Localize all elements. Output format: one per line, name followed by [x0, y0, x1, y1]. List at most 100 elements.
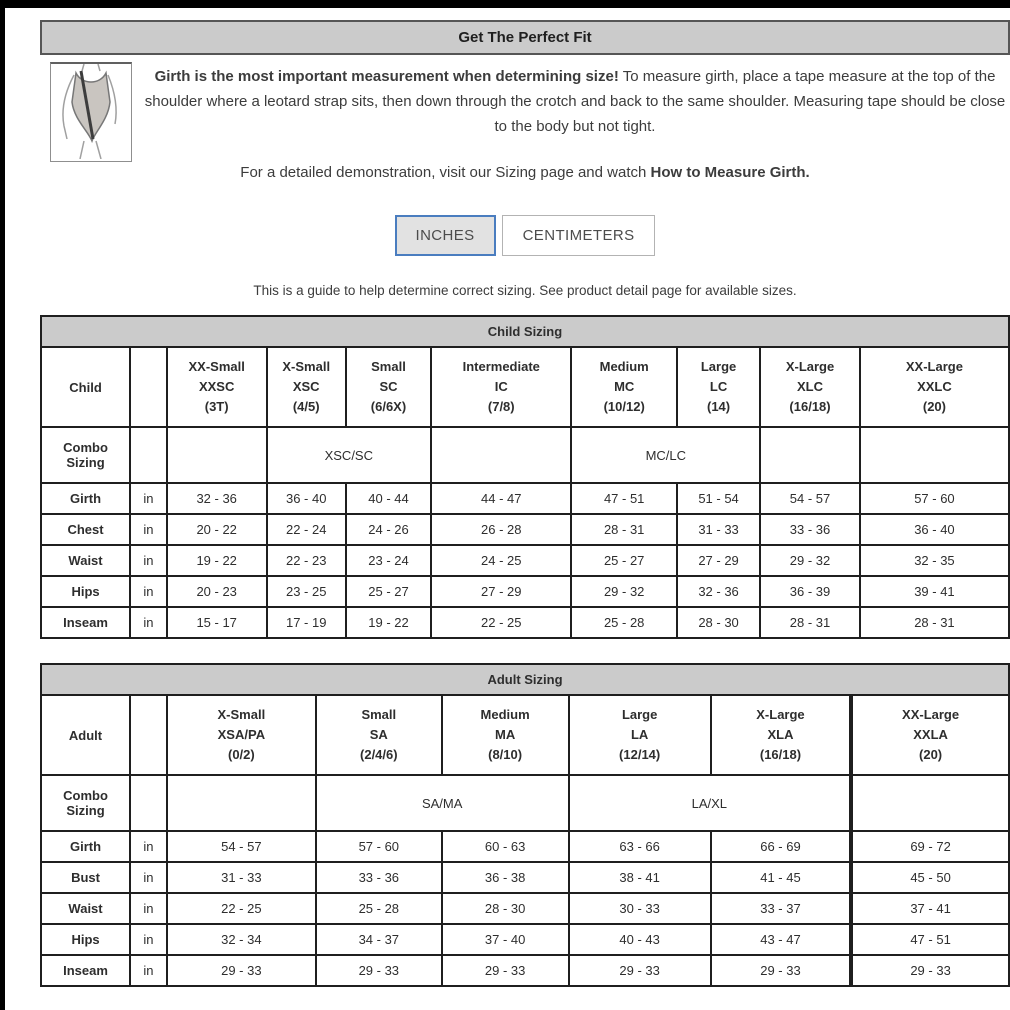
column-header-medium: Medium MA (8/10)	[440, 694, 570, 776]
table-title-row: Adult Sizing	[40, 663, 1010, 696]
unit-cell: in	[129, 482, 168, 515]
table-cell: 44 - 47	[430, 482, 573, 515]
table-cell: 37 - 41	[849, 892, 1010, 925]
centimeters-button[interactable]: CENTIMETERS	[501, 215, 656, 256]
table-cell: 39 - 41	[858, 575, 1010, 608]
size-numbers: (20)	[919, 747, 943, 762]
table-cell	[430, 426, 573, 484]
row-label: Hips	[39, 923, 132, 956]
table-cell: 32 - 34	[165, 923, 317, 956]
table-title-row: Child Sizing	[40, 315, 1010, 348]
demo-line-bold: How to Measure Girth.	[650, 164, 810, 181]
table-cell: 24 - 26	[344, 513, 433, 546]
table-cell: 30 - 33	[567, 892, 712, 925]
table-header-row: Child XX-Small XXSC (3T) X-Small XSC (4/…	[39, 346, 1010, 428]
table-cell: 23 - 25	[265, 575, 347, 608]
size-code: XLA	[767, 727, 794, 742]
unit-cell: in	[129, 954, 168, 987]
column-header-xlarge: X-Large XLA (16/18)	[709, 694, 853, 776]
size-numbers: (20)	[922, 399, 946, 414]
size-code: MC	[614, 379, 635, 394]
column-header-xsmall: X-Small XSA/PA (0/2)	[165, 694, 317, 776]
table-row-hips: Hips in 32 - 34 34 - 37 37 - 40 40 - 43 …	[39, 923, 1010, 956]
table-cell: 28 - 30	[440, 892, 570, 925]
table-cell: 36 - 39	[759, 575, 861, 608]
row-label: Waist	[39, 544, 132, 577]
table-cell: 47 - 51	[849, 923, 1010, 956]
row-label: Hips	[39, 575, 132, 608]
inches-button[interactable]: INCHES	[394, 215, 496, 256]
table-cell: 23 - 24	[344, 544, 433, 577]
table-cell: 25 - 27	[344, 575, 433, 608]
size-code: SA	[369, 727, 388, 742]
table-cell: 28 - 31	[858, 606, 1010, 639]
unit-cell: in	[129, 892, 168, 925]
size-numbers: (14)	[706, 399, 731, 414]
demo-line-text: For a detailed demonstration, visit our …	[240, 164, 651, 181]
size-code: XXLC	[917, 379, 952, 394]
unit-toggle: INCHES CENTIMETERS	[40, 215, 1010, 256]
row-label: Girth	[39, 482, 132, 515]
size-code: XXLA	[913, 727, 948, 742]
table-cell: 33 - 36	[314, 861, 443, 894]
adult-table-title: Adult Sizing	[40, 663, 1010, 696]
column-header-intermediate: Intermediate IC (7/8)	[430, 346, 573, 428]
table-cell: 25 - 27	[570, 544, 678, 577]
table-cell: 22 - 23	[265, 544, 347, 577]
table-cell: 31 - 33	[165, 861, 317, 894]
child-sizing-table: Child Sizing Child XX-Small XXSC (3T) X-…	[39, 315, 1010, 639]
table-cell: 20 - 22	[165, 513, 268, 546]
table-row-girth: Girth in 54 - 57 57 - 60 60 - 63 63 - 66…	[39, 830, 1010, 863]
table-cell: 22 - 25	[430, 606, 573, 639]
size-name: X-Large	[756, 707, 805, 722]
table-cell: 36 - 40	[858, 513, 1010, 546]
child-table-title: Child Sizing	[40, 315, 1010, 348]
table-row-inseam: Inseam in 29 - 33 29 - 33 29 - 33 29 - 3…	[39, 954, 1010, 987]
table-cell: 25 - 28	[314, 892, 443, 925]
combo-group-mc-lc: MC/LC	[570, 426, 762, 484]
size-name: X-Small	[217, 707, 266, 722]
girth-instructions-lead: Girth is the most important measurement …	[154, 68, 619, 85]
size-name: XX-Large	[902, 707, 960, 722]
size-numbers: (16/18)	[759, 747, 802, 762]
intro-section: Girth is the most important measurement …	[40, 62, 1010, 162]
table-cell: 25 - 28	[570, 606, 678, 639]
unit-cell: in	[129, 575, 168, 608]
table-cell: 29 - 33	[440, 954, 570, 987]
table-cell: 29 - 33	[165, 954, 317, 987]
table-cell: 33 - 36	[759, 513, 861, 546]
size-name: X-Small	[282, 359, 331, 374]
size-code: IC	[494, 379, 508, 394]
girth-tape-line	[79, 70, 95, 140]
size-name: XX-Large	[905, 359, 963, 374]
unit-cell: in	[129, 861, 168, 894]
table-cell	[165, 774, 317, 832]
table-cell: 27 - 29	[675, 544, 762, 577]
size-code: MA	[495, 727, 516, 742]
size-numbers: (10/12)	[603, 399, 645, 414]
row-label: Waist	[39, 892, 132, 925]
column-header-xxsmall: XX-Small XXSC (3T)	[165, 346, 268, 428]
column-header-xlarge: X-Large XLC (16/18)	[759, 346, 861, 428]
table-cell: 43 - 47	[709, 923, 853, 956]
size-numbers: (6/6X)	[370, 399, 407, 414]
table-cell: 32 - 36	[165, 482, 268, 515]
table-cell: 26 - 28	[430, 513, 573, 546]
page-title: Get The Perfect Fit	[40, 20, 1010, 55]
table-cell: 15 - 17	[165, 606, 268, 639]
table-cell: 47 - 51	[570, 482, 678, 515]
table-row-waist: Waist in 19 - 22 22 - 23 23 - 24 24 - 25…	[39, 544, 1010, 577]
column-header-large: Large LA (12/14)	[567, 694, 712, 776]
table-cell: 28 - 30	[675, 606, 762, 639]
table-row-waist: Waist in 22 - 25 25 - 28 28 - 30 30 - 33…	[39, 892, 1010, 925]
size-name: Small	[371, 359, 406, 374]
table-cell: 31 - 33	[675, 513, 762, 546]
table-cell: 33 - 37	[709, 892, 853, 925]
screen-edge-top	[0, 0, 1010, 8]
row-label: Inseam	[39, 606, 132, 639]
size-code: XLC	[797, 379, 824, 394]
combo-sizing-row: Combo Sizing XSC/SC MC/LC	[39, 426, 1010, 484]
table-cell: 29 - 33	[849, 954, 1010, 987]
table-row-inseam: Inseam in 15 - 17 17 - 19 19 - 22 22 - 2…	[39, 606, 1010, 639]
